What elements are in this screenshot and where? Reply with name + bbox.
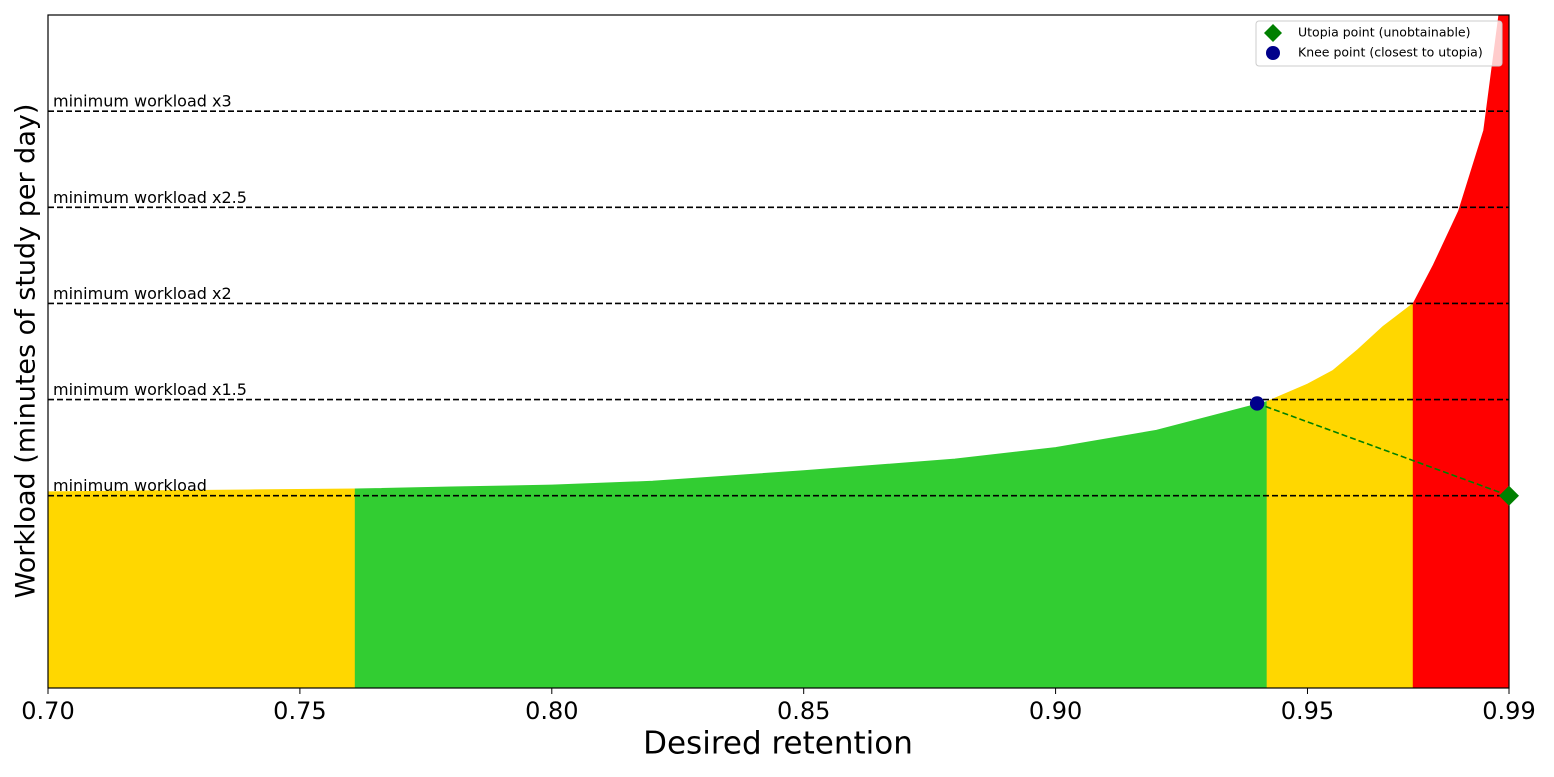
area-segment [48, 488, 356, 688]
x-tick-label: 0.90 [1029, 697, 1082, 725]
area-segment [354, 400, 1268, 688]
legend-marker [1266, 46, 1280, 60]
x-tick-label: 0.95 [1281, 697, 1334, 725]
x-tick-label: 0.99 [1482, 697, 1535, 725]
reference-label: minimum workload [53, 476, 207, 495]
y-axis-label: Workload (minutes of study per day) [11, 104, 42, 599]
axes-frame [47, 14, 1510, 689]
x-tick-label: 0.85 [777, 697, 830, 725]
reference-label: minimum workload x1.5 [53, 380, 247, 399]
legend-label: Knee point (closest to utopia) [1298, 45, 1483, 60]
legend-marker [1264, 24, 1282, 42]
x-axis-label: Desired retention [643, 726, 913, 762]
x-tick-label: 0.80 [525, 697, 578, 725]
reference-label: minimum workload x3 [53, 92, 232, 111]
utopia-point [1499, 485, 1519, 506]
legend-label: Utopia point (unobtainable) [1298, 25, 1471, 40]
knee-point [1249, 396, 1265, 411]
x-tick-label: 0.75 [273, 697, 326, 725]
plot-area [48, 15, 1509, 688]
area-segment [1412, 15, 1509, 688]
legend-box [1255, 20, 1503, 67]
reference-label: minimum workload x2 [53, 284, 232, 303]
x-tick-label: 0.70 [21, 697, 74, 725]
reference-label: minimum workload x2.5 [53, 188, 247, 207]
